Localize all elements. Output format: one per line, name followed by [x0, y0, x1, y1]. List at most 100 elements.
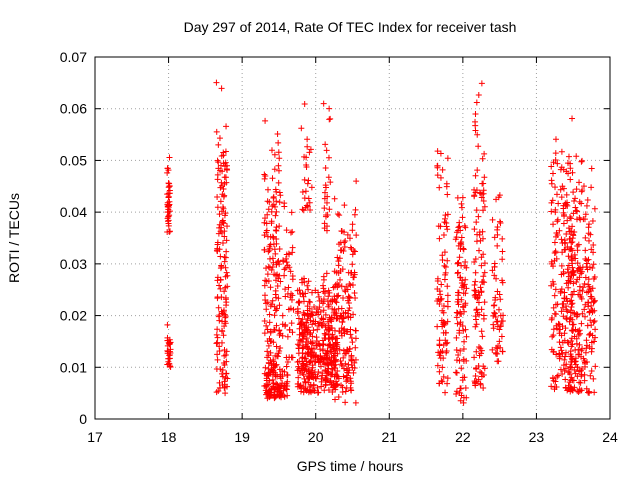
- data-point: [480, 273, 487, 280]
- data-point: [346, 281, 353, 288]
- data-point: [305, 324, 312, 331]
- data-point: [216, 312, 223, 319]
- data-point: [553, 191, 560, 198]
- data-point: [321, 189, 328, 196]
- data-point: [268, 147, 275, 154]
- data-point: [479, 155, 486, 162]
- data-point: [472, 256, 479, 263]
- data-point: [335, 394, 342, 401]
- data-point: [215, 141, 222, 148]
- data-point: [321, 387, 328, 394]
- data-point: [327, 341, 334, 348]
- data-point: [336, 346, 343, 353]
- data-point: [271, 312, 278, 319]
- y-tick-label: 0.04: [60, 204, 87, 220]
- data-point: [274, 282, 281, 289]
- data-point: [298, 321, 305, 328]
- data-point: [453, 334, 460, 341]
- data-point: [333, 269, 340, 276]
- data-point: [336, 255, 343, 262]
- data-point: [300, 371, 307, 378]
- data-point: [281, 393, 288, 400]
- data-point: [279, 321, 286, 328]
- data-point: [579, 288, 586, 294]
- data-point: [444, 339, 451, 346]
- data-point: [335, 282, 342, 289]
- data-point: [297, 388, 304, 395]
- data-point: [479, 191, 486, 198]
- data-point: [309, 374, 316, 381]
- x-tick-label: 21: [381, 429, 397, 445]
- data-point: [587, 317, 594, 324]
- data-point: [548, 163, 555, 170]
- data-point: [565, 284, 572, 291]
- data-point: [551, 292, 558, 299]
- data-point: [436, 352, 443, 359]
- data-point: [499, 256, 506, 263]
- data-point: [434, 362, 441, 369]
- data-point: [289, 228, 296, 235]
- data-point: [586, 309, 593, 316]
- data-point: [326, 206, 333, 213]
- data-point: [213, 128, 220, 135]
- data-point: [439, 348, 446, 355]
- data-point: [220, 149, 227, 156]
- data-point: [262, 364, 269, 371]
- data-point: [559, 339, 566, 346]
- data-point: [222, 159, 229, 166]
- data-point: [218, 308, 225, 315]
- data-point: [580, 284, 587, 291]
- data-point: [437, 174, 444, 181]
- data-point: [550, 348, 557, 355]
- data-point: [223, 248, 230, 255]
- data-point: [455, 301, 462, 308]
- data-point: [455, 242, 462, 249]
- data-point: [592, 363, 599, 370]
- data-point: [351, 211, 358, 218]
- data-point: [454, 270, 461, 277]
- data-point: [317, 363, 324, 370]
- data-point: [319, 346, 326, 353]
- data-point: [578, 320, 585, 327]
- data-point: [213, 389, 220, 396]
- data-point: [480, 312, 487, 319]
- data-point: [342, 360, 349, 367]
- data-point: [499, 277, 506, 284]
- data-point: [346, 294, 353, 301]
- data-point: [558, 164, 565, 171]
- data-point: [267, 303, 274, 310]
- data-point: [303, 163, 310, 170]
- data-point: [460, 345, 467, 352]
- data-point: [554, 160, 561, 167]
- x-tick-label: 18: [161, 429, 177, 445]
- data-point: [214, 246, 221, 253]
- data-point: [571, 288, 578, 295]
- data-point: [582, 313, 589, 320]
- data-point: [436, 337, 443, 344]
- data-point: [475, 376, 482, 383]
- data-point: [444, 303, 451, 310]
- data-point: [481, 203, 488, 210]
- data-point: [498, 333, 505, 340]
- data-point: [560, 220, 567, 227]
- data-point: [581, 216, 588, 223]
- data-point: [299, 206, 306, 213]
- data-point: [295, 315, 302, 322]
- data-point: [579, 366, 586, 373]
- data-point: [272, 291, 279, 298]
- data-point: [328, 334, 335, 341]
- data-point: [333, 299, 340, 306]
- data-point: [458, 262, 465, 269]
- data-point: [570, 377, 577, 384]
- data-point: [224, 283, 231, 290]
- data-point: [315, 311, 322, 318]
- data-point: [565, 339, 572, 346]
- data-point: [497, 323, 504, 330]
- data-point: [444, 211, 451, 218]
- data-point: [471, 193, 478, 200]
- data-point: [472, 110, 479, 117]
- data-point: [444, 292, 451, 299]
- data-point: [296, 336, 303, 343]
- data-point: [282, 255, 289, 262]
- data-point: [568, 297, 575, 304]
